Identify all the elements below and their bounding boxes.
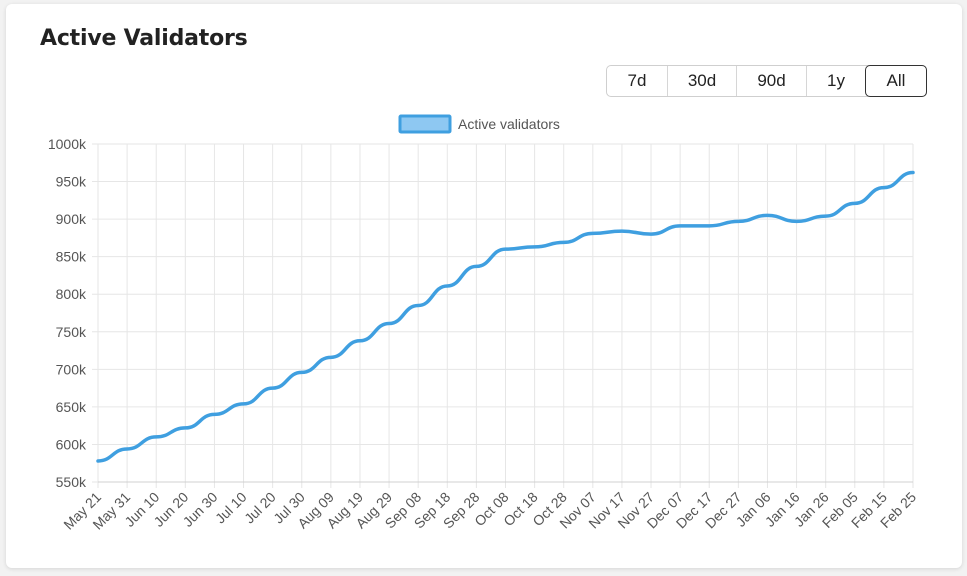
x-tick-label: Jul 20 [241,489,279,527]
range-all-button[interactable]: All [865,65,927,97]
y-axis-ticks: 550k 600k 650k 700k 750k 800k 850k 900k 950k 1000… [48,136,87,490]
chart-card [6,4,962,568]
y-tick-label: 750k [56,324,87,340]
series-layer [96,170,915,463]
page-title: Active Validators [40,26,248,51]
y-tick-label: 800k [56,286,87,302]
y-tick-label: 700k [56,361,87,377]
range-1y-button[interactable]: 1y [806,66,865,96]
x-tick-label: Jul 10 [212,489,250,527]
y-tick-label: 650k [56,399,87,415]
y-tick-label: 950k [56,174,87,190]
y-tick-label: 550k [56,474,87,490]
range-7d-button[interactable]: 7d [607,66,667,96]
range-30d-button[interactable]: 30d [667,66,736,96]
chart-legend[interactable]: Active validators [398,114,560,134]
legend-label: Active validators [458,116,560,132]
y-tick-label: 900k [56,211,87,227]
chart-grid [92,143,914,488]
y-tick-label: 850k [56,249,87,265]
legend-swatch [398,114,452,134]
range-90d-button[interactable]: 90d [736,66,806,96]
time-range-selector: 7d 30d 90d 1y All [606,65,927,97]
y-tick-label: 600k [56,436,87,452]
y-tick-label: 1000k [48,136,87,152]
